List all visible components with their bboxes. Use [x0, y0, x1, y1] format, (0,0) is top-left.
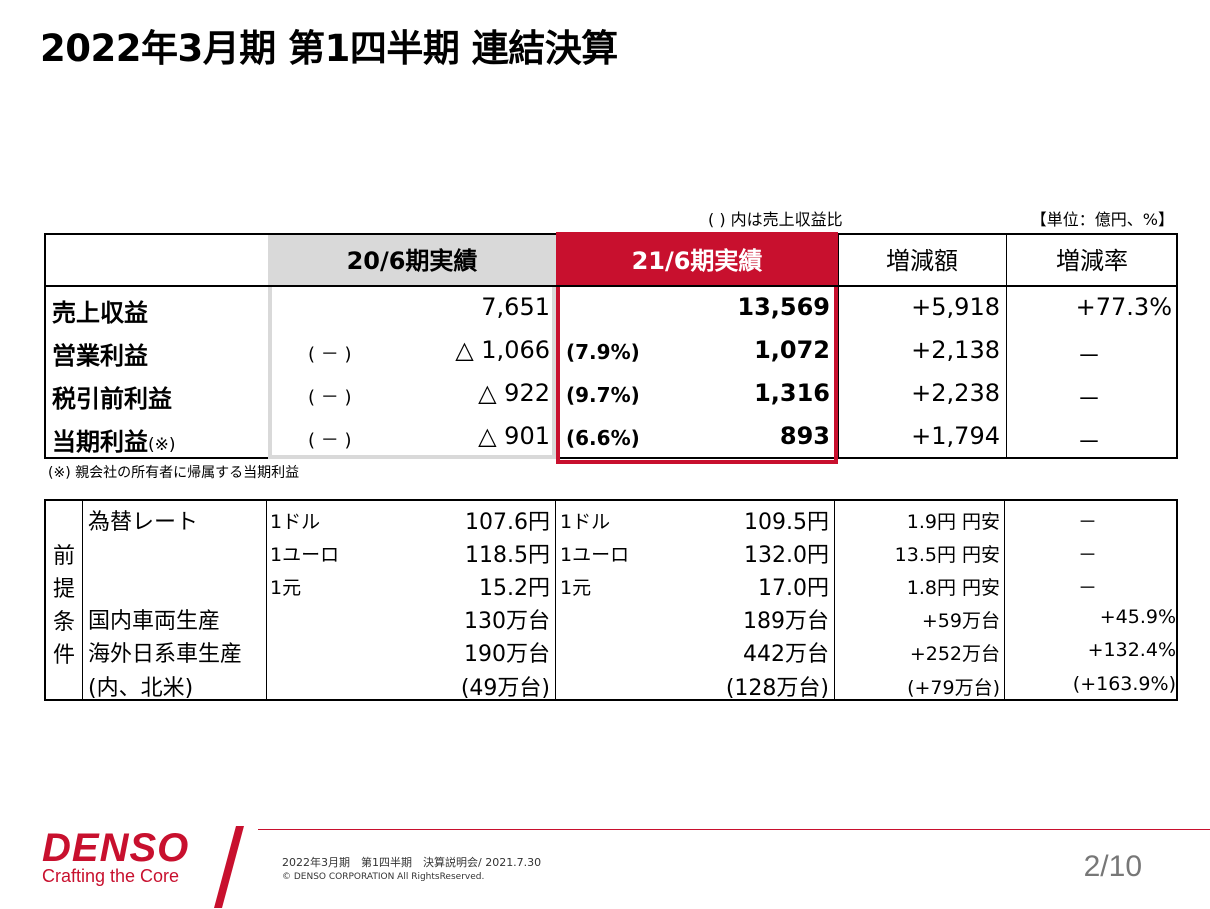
prev-ratio: ( － ) [308, 344, 352, 365]
current-value: 13,569 [737, 293, 830, 321]
prev-period-header-band [268, 235, 556, 287]
current-period-column-frame [556, 287, 838, 464]
current-value: 132.0円 [744, 543, 829, 568]
prev-unit: 1ドル [270, 511, 321, 533]
current-value: 189万台 [743, 609, 829, 634]
assumptions-table: 前 提 条 件 為替レート 1ドル 107.6円 1ドル 109.5円 1.9円… [44, 499, 1178, 701]
side-label-char: 提 [53, 577, 76, 602]
copyright: © DENSO CORPORATION All RightsReserved. [282, 872, 485, 882]
change-amount: +2,138 [911, 336, 1000, 364]
results-table: 20/6期実績 21/6期実績 増減額 増減率 売上収益 7,651 13,56… [44, 232, 1178, 464]
prev-value: 15.2円 [479, 576, 550, 601]
prev-ratio: ( － ) [308, 387, 352, 408]
ratio-note: ( ) 内は売上収益比 [708, 210, 843, 229]
column-divider [1004, 501, 1005, 699]
assumption-label: 為替レート [88, 510, 199, 535]
row-label-text: 当期利益 [52, 428, 148, 456]
change-rate: － [1078, 511, 1098, 533]
event-caption: 2022年3月期 第1四半期 決算説明会/ 2021.7.30 [282, 856, 542, 869]
page-number: 2/10 [1083, 850, 1142, 883]
header-prev-period: 20/6期実績 [346, 247, 478, 275]
change-amount: +2,238 [911, 379, 1000, 407]
current-value: 1,316 [754, 379, 830, 407]
change-rate: － [1078, 577, 1098, 599]
current-period-header-band [556, 232, 838, 287]
change-amount: +5,918 [911, 293, 1000, 321]
prev-value: (49万台) [460, 676, 550, 701]
header-change-amount: 増減額 [886, 247, 958, 275]
change-amount: +252万台 [909, 643, 1000, 665]
column-divider [555, 501, 556, 699]
side-label-char: 条 [53, 610, 76, 635]
assumption-label: (内、北米) [88, 676, 194, 701]
row-label-pretax-profit: 税引前利益 [52, 385, 172, 413]
current-value: 17.0円 [758, 576, 829, 601]
change-rate: － [1077, 428, 1101, 456]
table-footnote: (※) 親会社の所有者に帰属する当期利益 [48, 465, 300, 481]
prev-value: 190万台 [464, 642, 550, 667]
page-title: 2022年3月期 第1四半期 連結決算 [40, 27, 618, 70]
change-rate: － [1077, 385, 1101, 413]
prev-value: 118.5円 [465, 543, 550, 568]
prev-value: 7,651 [481, 293, 550, 321]
column-divider [838, 235, 839, 457]
tagline: Crafting the Core [42, 866, 180, 886]
header-current-period: 21/6期実績 [631, 247, 763, 275]
column-divider [266, 501, 267, 699]
assumption-label: 海外日系車生産 [88, 642, 243, 667]
footnote-marker: (※) [148, 435, 176, 455]
row-label-revenue: 売上収益 [52, 299, 148, 327]
slash-mark-icon [214, 826, 244, 908]
current-ratio: (9.7%) [566, 383, 640, 407]
current-value: 442万台 [743, 642, 829, 667]
current-unit: 1ユーロ [560, 544, 630, 566]
header-change-rate: 増減率 [1056, 247, 1128, 275]
prev-ratio: ( － ) [308, 430, 352, 451]
footer-divider [258, 829, 1210, 830]
column-divider [834, 501, 835, 699]
change-amount: 13.5円 円安 [894, 544, 1000, 566]
prev-unit: 1ユーロ [270, 544, 340, 566]
prev-period-column-frame [268, 287, 556, 459]
change-amount: (+79万台) [907, 677, 1000, 699]
change-rate: +132.4% [1087, 639, 1176, 661]
change-rate: +45.9% [1099, 606, 1176, 628]
change-rate: +77.3% [1075, 293, 1172, 321]
change-amount: 1.8円 円安 [906, 577, 1000, 599]
prev-value: 107.6円 [465, 510, 550, 535]
change-amount: +59万台 [921, 610, 1000, 632]
denso-logo: DENSO [42, 826, 190, 870]
current-value: 1,072 [754, 336, 830, 364]
change-rate: (+163.9%) [1072, 673, 1176, 695]
current-ratio: (7.9%) [566, 340, 640, 364]
row-label-net-profit: 当期利益(※) [52, 422, 176, 457]
current-value: 109.5円 [744, 510, 829, 535]
current-value: 893 [779, 422, 830, 450]
prev-value: 130万台 [464, 609, 550, 634]
unit-note: 【単位：億円、%】 [1030, 210, 1174, 229]
header-divider [46, 285, 1176, 287]
prev-value: △ 1,066 [455, 336, 550, 364]
column-divider [82, 501, 83, 699]
side-label-char: 件 [53, 643, 76, 668]
prev-value: △ 901 [478, 422, 550, 450]
current-ratio: (6.6%) [566, 426, 640, 450]
prev-value: △ 922 [478, 379, 550, 407]
change-amount: +1,794 [911, 422, 1000, 450]
column-divider [1006, 235, 1007, 457]
side-label-char: 前 [53, 544, 76, 569]
prev-unit: 1元 [270, 577, 302, 599]
row-label-operating-profit: 営業利益 [52, 342, 148, 370]
current-unit: 1ドル [560, 511, 611, 533]
assumption-label: 国内車両生産 [88, 609, 221, 634]
change-rate: － [1077, 342, 1101, 370]
change-amount: 1.9円 円安 [906, 511, 1000, 533]
change-rate: － [1078, 544, 1098, 566]
current-value: (128万台) [725, 676, 829, 701]
current-unit: 1元 [560, 577, 592, 599]
